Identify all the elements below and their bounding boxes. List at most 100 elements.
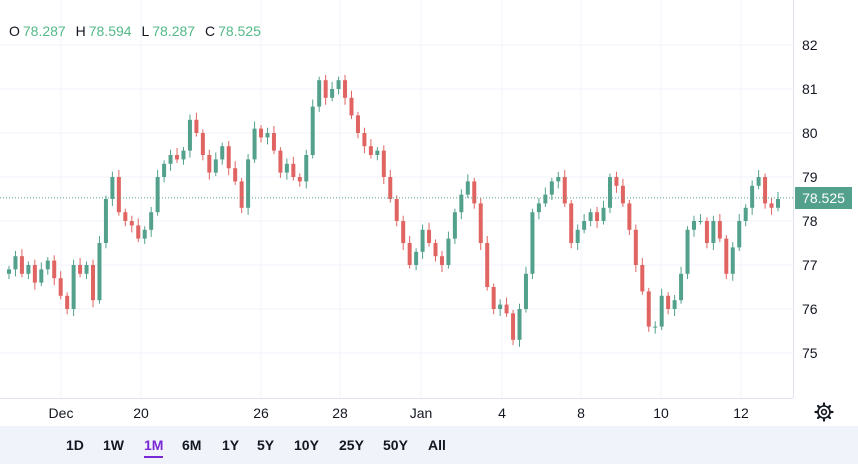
- candle-body[interactable]: [155, 177, 160, 213]
- candle-body[interactable]: [233, 168, 238, 182]
- candle-body[interactable]: [401, 221, 406, 243]
- candle-body[interactable]: [465, 181, 470, 195]
- candle-body[interactable]: [743, 207, 748, 221]
- candle-body[interactable]: [187, 119, 192, 151]
- range-button-1m[interactable]: 1M: [144, 437, 164, 458]
- candle-body[interactable]: [575, 229, 580, 243]
- candle-body[interactable]: [175, 155, 180, 160]
- candle-body[interactable]: [39, 269, 44, 283]
- candle-body[interactable]: [407, 243, 412, 265]
- candle-body[interactable]: [110, 177, 115, 199]
- candle-body[interactable]: [207, 155, 212, 173]
- candle-body[interactable]: [200, 133, 205, 155]
- candle-body[interactable]: [420, 229, 425, 252]
- candle-body[interactable]: [136, 225, 141, 239]
- candle-body[interactable]: [646, 291, 651, 327]
- candle-body[interactable]: [504, 304, 509, 314]
- price-axis[interactable]: 82 81 80 79 78 77 76 75: [793, 0, 858, 398]
- candle-body[interactable]: [569, 203, 574, 243]
- candle-body[interactable]: [530, 212, 535, 274]
- candle-body[interactable]: [284, 163, 289, 173]
- candle-body[interactable]: [439, 256, 444, 265]
- candle-body[interactable]: [65, 295, 70, 309]
- candle-body[interactable]: [737, 221, 742, 248]
- candle-body[interactable]: [129, 221, 134, 226]
- candle-body[interactable]: [32, 265, 37, 283]
- candle-body[interactable]: [78, 265, 83, 274]
- candle-body[interactable]: [472, 181, 477, 204]
- candle-body[interactable]: [71, 265, 76, 309]
- candle-body[interactable]: [304, 155, 309, 182]
- candle-body[interactable]: [149, 212, 154, 230]
- candle-body[interactable]: [259, 128, 264, 138]
- candle-body[interactable]: [536, 203, 541, 213]
- candle-body[interactable]: [368, 146, 373, 155]
- candle-body[interactable]: [330, 89, 335, 98]
- candle-body[interactable]: [582, 221, 587, 230]
- candle-body[interactable]: [485, 243, 490, 287]
- candle-body[interactable]: [103, 199, 108, 243]
- candle-body[interactable]: [181, 150, 186, 160]
- candle-body[interactable]: [776, 199, 780, 208]
- candle-body[interactable]: [711, 221, 716, 243]
- candle-body[interactable]: [297, 177, 302, 182]
- candle-body[interactable]: [317, 80, 322, 107]
- candle-body[interactable]: [627, 203, 632, 230]
- candle-body[interactable]: [194, 119, 199, 133]
- time-axis[interactable]: Dec 20 26 28 Jan 4 8 10 12: [0, 398, 793, 426]
- range-button-10y[interactable]: 10Y: [294, 437, 319, 453]
- range-button-6m[interactable]: 6M: [182, 437, 202, 453]
- candle-body[interactable]: [7, 269, 11, 274]
- candle-body[interactable]: [343, 80, 348, 98]
- range-button-25y[interactable]: 25Y: [339, 437, 364, 453]
- candle-body[interactable]: [543, 194, 548, 204]
- candle-body[interactable]: [498, 304, 503, 309]
- candle-body[interactable]: [19, 256, 24, 274]
- candle-body[interactable]: [640, 265, 645, 292]
- candle-body[interactable]: [769, 203, 774, 208]
- candle-body[interactable]: [52, 260, 57, 279]
- candle-body[interactable]: [452, 212, 457, 239]
- range-button-1y[interactable]: 1Y: [222, 437, 240, 453]
- candle-body[interactable]: [355, 115, 360, 133]
- candle-body[interactable]: [388, 177, 393, 199]
- candle-body[interactable]: [595, 212, 600, 221]
- range-button-5y[interactable]: 5Y: [257, 437, 275, 453]
- candle-body[interactable]: [265, 133, 270, 138]
- candle-body[interactable]: [239, 181, 244, 208]
- candle-body[interactable]: [614, 177, 619, 186]
- candle-body[interactable]: [666, 295, 671, 309]
- candle-body[interactable]: [349, 97, 354, 116]
- candle-body[interactable]: [750, 185, 755, 208]
- range-button-all[interactable]: All: [428, 437, 446, 453]
- candle-body[interactable]: [381, 150, 386, 177]
- range-button-50y[interactable]: 50Y: [383, 437, 408, 453]
- candle-body[interactable]: [433, 243, 438, 257]
- candle-body[interactable]: [336, 80, 341, 89]
- candle-body[interactable]: [84, 265, 89, 274]
- candle-body[interactable]: [588, 212, 593, 221]
- candle-body[interactable]: [220, 146, 225, 160]
- candle-body[interactable]: [58, 278, 63, 296]
- candle-body[interactable]: [213, 159, 218, 173]
- candle-body[interactable]: [511, 313, 516, 340]
- settings-gear-icon[interactable]: [813, 401, 835, 423]
- candle-body[interactable]: [13, 256, 18, 270]
- candle-body[interactable]: [116, 177, 121, 213]
- candle-body[interactable]: [704, 221, 709, 243]
- candle-body[interactable]: [685, 229, 690, 274]
- range-button-1w[interactable]: 1W: [103, 437, 124, 453]
- candle-body[interactable]: [459, 194, 464, 213]
- candle-body[interactable]: [162, 163, 167, 177]
- candle-body[interactable]: [97, 243, 102, 301]
- candle-body[interactable]: [517, 309, 522, 340]
- candle-body[interactable]: [653, 326, 658, 328]
- candle-body[interactable]: [724, 238, 729, 274]
- candle-body[interactable]: [446, 238, 451, 265]
- candle-body[interactable]: [691, 221, 696, 230]
- candle-body[interactable]: [252, 128, 257, 160]
- candle-body[interactable]: [394, 199, 399, 221]
- candlestick-plot[interactable]: [0, 0, 793, 398]
- candle-body[interactable]: [562, 177, 567, 204]
- candle-body[interactable]: [26, 265, 31, 274]
